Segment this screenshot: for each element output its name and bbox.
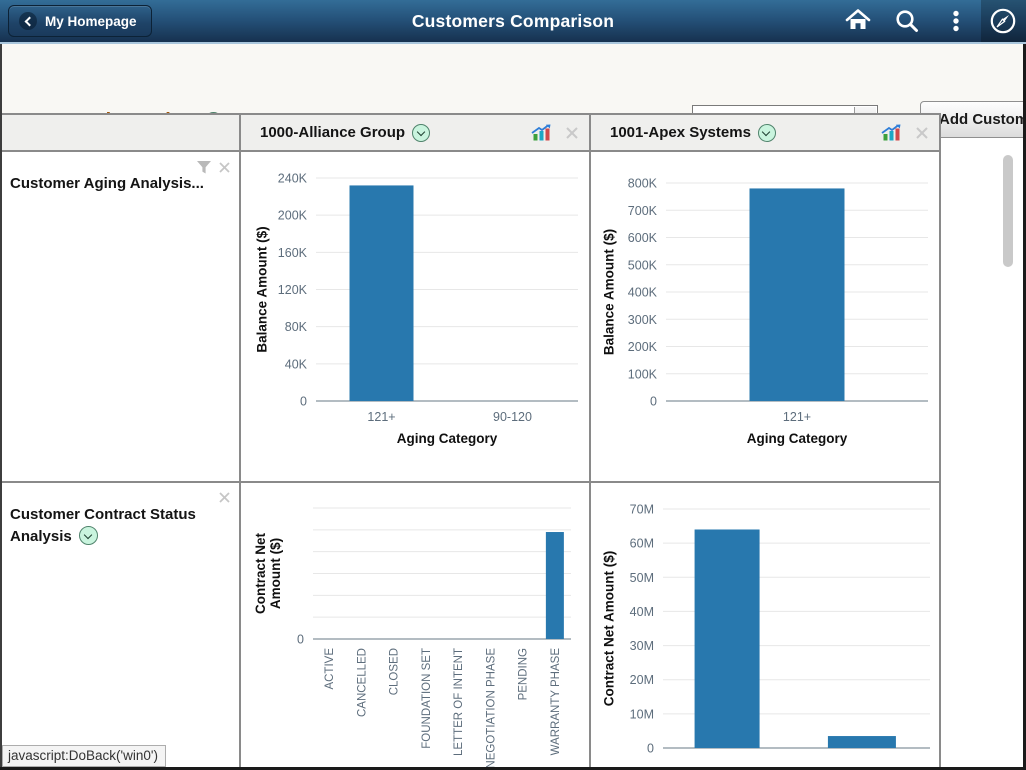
chevron-down-icon[interactable] [78,526,98,545]
search-icon[interactable] [893,7,921,35]
svg-text:Balance Amount ($): Balance Amount ($) [602,229,617,355]
chart-cell-contract-apex: 0 10M 20M 30M 40M 50M 60M 70M Contract Net Amoun… [591,483,939,770]
page-title: Customers Comparison [411,11,615,31]
column-header-label: 1001-Apex Systems [610,124,751,141]
grid-corner-cell [0,115,241,152]
svg-text:500K: 500K [628,258,658,272]
column-header-apex: 1001-Apex Systems [591,115,939,152]
close-icon[interactable] [218,491,231,504]
top-bar: My Homepage Customers Comparison [0,0,1026,42]
svg-text:300K: 300K [628,313,658,327]
bar-chart-contract-alliance: 0 ACTIVE CANCELLED CLOSED FOUNDATION SET LETT… [253,507,571,769]
svg-text:Contract NetAmount ($): Contract NetAmount ($) [253,532,283,614]
svg-text:CANCELLED: CANCELLED [356,648,368,717]
svg-text:40M: 40M [630,605,654,619]
svg-text:121+: 121+ [783,410,811,424]
svg-text:20M: 20M [630,673,654,687]
compass-navbar-icon[interactable] [989,7,1017,35]
toolbar: Comparison View View Add Customer [0,44,1026,138]
svg-text:700K: 700K [628,204,658,218]
svg-text:Contract Net Amount ($): Contract Net Amount ($) [602,551,617,707]
svg-text:400K: 400K [628,286,658,300]
svg-text:WARRANTY PHASE: WARRANTY PHASE [550,648,562,756]
topbar-accent-line [0,42,1026,44]
back-chevron-icon [19,12,37,30]
svg-text:ACTIVE: ACTIVE [324,648,336,690]
bar-chart-icon[interactable] [531,124,552,141]
svg-text:10M: 10M [630,707,654,721]
svg-text:30M: 30M [630,639,654,653]
vertical-scrollbar-thumb[interactable] [1003,155,1013,267]
chevron-down-icon[interactable] [757,123,776,142]
svg-text:PENDING: PENDING [518,648,530,700]
svg-text:50M: 50M [630,571,654,585]
svg-text:40K: 40K [285,357,308,371]
comparison-grid: 1000-Alliance Group 1001-Apex Systems [0,113,941,770]
svg-text:Balance Amount ($): Balance Amount ($) [255,226,270,352]
svg-text:200K: 200K [628,340,658,354]
column-header-label: 1000-Alliance Group [260,124,406,141]
svg-text:0: 0 [297,633,304,647]
svg-text:90-120: 90-120 [493,410,532,424]
chart-cell-aging-apex: 0 100K 200K 300K 400K 500K 600K 700K 800K 121+ Agi… [591,152,939,483]
svg-text:0: 0 [647,742,654,756]
status-bar-link: javascript:DoBack('win0') [2,745,166,767]
svg-text:100K: 100K [628,367,658,381]
column-header-alliance: 1000-Alliance Group [241,115,591,152]
bar-chart-icon[interactable] [881,124,902,141]
svg-text:FOUNDATION SET: FOUNDATION SET [421,648,433,749]
home-icon[interactable] [844,7,872,35]
back-button[interactable]: My Homepage [8,5,152,37]
row-header-aging: Customer Aging Analysis... [0,152,241,483]
chevron-down-icon[interactable] [412,123,431,142]
chart-cell-contract-alliance: 0 ACTIVE CANCELLED CLOSED FOUNDATION SET LETT… [241,483,591,770]
svg-text:240K: 240K [278,172,308,186]
bar-chart-contract-apex: 0 10M 20M 30M 40M 50M 60M 70M Contract Net Amoun… [602,503,930,756]
window-edge-right [1023,44,1026,770]
row-header-label: Customer Contract Status Analysis [10,506,196,545]
row-header-label: Customer Aging Analysis... [10,175,204,192]
svg-text:121+: 121+ [367,410,395,424]
filter-icon[interactable] [196,160,212,175]
window-edge-bottom [0,767,1026,770]
close-icon[interactable] [565,126,579,140]
back-button-label: My Homepage [45,13,137,29]
svg-text:60M: 60M [630,537,654,551]
svg-text:Aging Category: Aging Category [397,431,498,446]
close-icon[interactable] [915,126,929,140]
svg-text:80K: 80K [285,320,308,334]
kebab-menu-icon[interactable] [942,7,970,35]
chart-cell-aging-alliance: 0 40K 80K 120K 160K 200K 240K 121+ 90-120 Aging C… [241,152,591,483]
svg-text:0: 0 [300,395,307,409]
svg-text:CLOSED: CLOSED [389,648,401,695]
bar-chart-aging-alliance: 0 40K 80K 120K 160K 200K 240K 121+ 90-120 Aging C… [255,172,578,446]
bar-chart-aging-apex: 0 100K 200K 300K 400K 500K 600K 700K 800K 121+ Agi… [602,177,928,446]
close-icon[interactable] [218,161,231,174]
svg-text:70M: 70M [630,503,654,517]
svg-text:160K: 160K [278,246,308,260]
svg-text:800K: 800K [628,177,658,191]
svg-text:200K: 200K [278,209,308,223]
row-header-contract: Customer Contract Status Analysis [0,483,241,770]
svg-text:120K: 120K [278,283,308,297]
svg-text:NEGOTIATION PHASE: NEGOTIATION PHASE [485,648,497,769]
svg-text:0: 0 [650,395,657,409]
window-edge-left [0,44,2,770]
svg-text:600K: 600K [628,231,658,245]
svg-text:LETTER OF INTENT: LETTER OF INTENT [453,648,465,756]
svg-text:Aging Category: Aging Category [747,431,848,446]
